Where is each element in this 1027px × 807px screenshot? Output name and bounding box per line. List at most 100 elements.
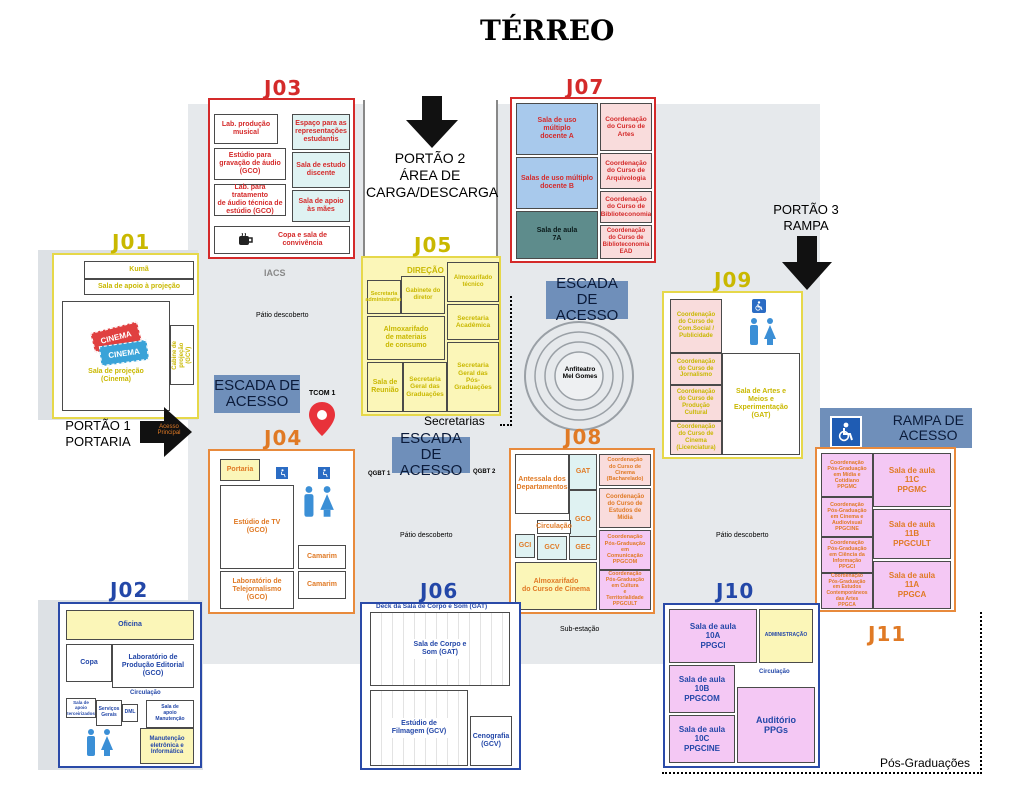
room-gci[interactable]: GCI (515, 534, 535, 558)
room-cabine[interactable]: Cabine de projeção (GCV) (170, 325, 194, 385)
restroom-icon-j09 (746, 317, 778, 347)
arrow-icon-portao1 (140, 407, 192, 457)
room-almox-tecnico[interactable]: Almoxarifado técnico (447, 262, 499, 302)
room-lab-editorial[interactable]: Laboratório de Produção Editorial (GCO) (112, 644, 194, 688)
room-coord-bibliot-ead[interactable]: Coordenação do Curso de Biblioteconomia … (600, 225, 652, 259)
stair-access-3[interactable]: ESCADA DE ACESSO (392, 431, 470, 478)
room-gat[interactable]: GAT (569, 454, 597, 490)
tcom-label: TCOM 1 (309, 390, 336, 397)
room-apoio-projecao[interactable]: Sala de apoio à projeção (84, 279, 194, 295)
room-manutencao[interactable]: Manutenção eletrônica e Informática (140, 728, 194, 764)
room-artes-meios[interactable]: Sala de Artes e Meios e Experimentação (… (722, 353, 800, 455)
room-sec-academica[interactable]: Secretaria Acadêmica (447, 304, 499, 340)
room-copa-convivencia[interactable]: Copa e sala de convivência (214, 226, 350, 254)
room-aula-11b[interactable]: Sala de aula 11B PPGCULT (873, 509, 951, 559)
arrow-icon-portao3 (780, 236, 834, 290)
room-gabinete[interactable]: Gabinete do diretor (401, 276, 445, 314)
room-oficina[interactable]: Oficina (66, 610, 194, 640)
room-corpo-som[interactable]: Sala de Corpo e Som (GAT) (370, 612, 510, 686)
room-kuma[interactable]: Kumã (84, 261, 194, 279)
room-circulacao-j08[interactable]: Circulação (536, 520, 572, 534)
room-coord-ppgmc[interactable]: Coordenação Pós-Graduação em Mídia e Cot… (821, 453, 873, 497)
room-sec-pos[interactable]: Secretaria Geral das Pós- Graduações (447, 342, 499, 412)
coffee-icon (238, 232, 254, 248)
room-antessala[interactable]: Antessala dos Departamentos (515, 454, 569, 514)
room-coord-ppgca[interactable]: Coordenação Pós-Graduação em Estudos Con… (821, 573, 873, 609)
room-coord-arquivologia[interactable]: Coordenação do Curso de Arquivologia (600, 153, 652, 189)
restroom-icon-j02 (82, 728, 116, 758)
room-coord-ppgcult[interactable]: Coordenação Pós-Graduação em Cultura e T… (599, 570, 651, 610)
room-copa-j02[interactable]: Copa (66, 644, 112, 682)
deck-label: Deck da Sala de Corpo e Som (GAT) (376, 603, 488, 610)
room-almox-consumo[interactable]: Almoxarifado de materiais de consumo (367, 316, 445, 360)
room-espaco-estudantis[interactable]: Espaço para as representações estudantis (292, 114, 350, 150)
room-cenografia[interactable]: Cenografia (GCV) (470, 716, 512, 766)
room-estudo-discente[interactable]: Sala de estudo discente (292, 152, 350, 188)
room-apoio-maes[interactable]: Sala de apoio às mães (292, 190, 350, 222)
gate-portao1-label: PORTÃO 1 PORTARIA (65, 418, 131, 449)
room-apoio-manutencao[interactable]: Sala de apoio Manutenção (146, 700, 194, 728)
block-j08[interactable]: Antessala dos Departamentos GAT GCO Circ… (509, 448, 655, 614)
room-coord-artes[interactable]: Coordenação do Curso de Artes (600, 103, 652, 151)
room-servicos-gerais[interactable]: Serviços Gerais (96, 700, 122, 726)
room-administracao[interactable]: ADMINISTRAÇÃO (759, 609, 813, 663)
room-gcv[interactable]: GCV (537, 536, 567, 560)
room-estudio-audio[interactable]: Estúdio para gravação de áudio (GCO) (214, 148, 286, 180)
corpo-som-label: Sala de Corpo e Som (GAT) (411, 638, 469, 660)
room-coord-ppgci[interactable]: Coordenação Pós-Graduação em Ciência da … (821, 537, 873, 573)
label-j06: J06 (420, 579, 459, 603)
anfiteatro-area[interactable] (522, 312, 636, 440)
room-coord-cinema-bach[interactable]: Coordenação do Curso de Cinema (Bacharel… (599, 454, 651, 486)
location-pin-icon[interactable] (309, 402, 335, 436)
room-coord-jornalismo[interactable]: Coordenação do Curso de Jornalismo (670, 353, 722, 385)
room-coord-producao-cultural[interactable]: Coordenação do Curso de Produção Cultura… (670, 385, 722, 421)
label-j01: J01 (112, 230, 151, 254)
block-j05[interactable]: DIREÇÃO Secretaria administrativa Gabine… (361, 256, 501, 416)
room-aula-11a[interactable]: Sala de aula 11A PPGCA (873, 561, 951, 609)
room-coord-estudos-midia[interactable]: Coordenação do Curso de Estudos de Mídia (599, 488, 651, 528)
room-almox-cinema[interactable]: Almoxarifado do Curso de Cinema (515, 562, 597, 610)
room-reuniao[interactable]: Sala de Reunião (367, 362, 403, 412)
room-aula-10b[interactable]: Sala de aula 10B PPGCOM (669, 665, 735, 713)
room-sec-adm[interactable]: Secretaria administrativa (365, 280, 403, 314)
block-j07[interactable]: Sala de uso múltiplo docente A Salas de … (510, 97, 656, 263)
room-gec[interactable]: GEC (569, 536, 597, 560)
block-j06[interactable]: Deck da Sala de Corpo e Som (GAT) Sala d… (360, 602, 521, 770)
room-coord-cinema-lic[interactable]: Coordenação do Curso de Cinema (Licencia… (670, 421, 722, 455)
room-aula-11c[interactable]: Sala de aula 11C PPGMC (873, 453, 951, 507)
room-estudio-tv[interactable]: Estúdio de TV (GCO) (220, 485, 294, 569)
block-j03[interactable]: Lab. produção musical Espaço para as rep… (208, 98, 355, 259)
room-lab-tratamento[interactable]: Lab. para tratamento de áudio técnica de… (214, 184, 286, 216)
room-apoio-terceirizados[interactable]: Sala de apoio terceirizados (66, 698, 96, 718)
room-coord-biblioteconomia[interactable]: Coordenação do Curso de Biblioteconomia (600, 191, 652, 223)
block-j11[interactable]: Coordenação Pós-Graduação em Mídia e Cot… (815, 447, 956, 612)
room-auditorio[interactable]: Auditório PPGs (737, 687, 815, 763)
room-multiuso-b[interactable]: Salas de uso múltiplo docente B (516, 157, 598, 209)
room-camarim-1[interactable]: Camarim (298, 545, 346, 569)
block-j10[interactable]: Sala de aula 10A PPGCI ADMINISTRAÇÃO Cir… (663, 603, 820, 768)
room-dml[interactable]: DML (122, 704, 138, 722)
label-j09: J09 (714, 268, 753, 292)
stair-access-1[interactable]: ESCADA DE ACESSO (214, 375, 300, 413)
gate-portao2-label: PORTÃO 2 ÁREA DE CARGA/DESCARGA (366, 150, 499, 200)
room-camarim-2[interactable]: Camarim (298, 571, 346, 599)
room-lab-musical[interactable]: Lab. produção musical (214, 114, 278, 144)
block-j02[interactable]: Oficina Copa Laboratório de Produção Edi… (58, 602, 202, 768)
room-projecao[interactable]: Sala de projeção (Cinema) (62, 301, 170, 411)
ramp-label: RAMPA DE ACESSO (892, 412, 964, 443)
room-aula-10c[interactable]: Sala de aula 10C PPGCINE (669, 715, 735, 763)
room-sec-grad[interactable]: Secretaria Geral das Graduações (403, 362, 447, 412)
room-portaria[interactable]: Portaria (220, 459, 260, 481)
block-j04[interactable]: Portaria Estúdio de TV (GCO) Camarim Cam… (208, 449, 355, 614)
block-j01[interactable]: Kumã Sala de apoio à projeção Sala de pr… (52, 253, 199, 419)
room-coord-ppgcine[interactable]: Coordenação Pós-Graduação em Cinema e Au… (821, 497, 873, 537)
room-multiuso-a[interactable]: Sala de uso múltiplo docente A (516, 103, 598, 155)
room-telejornalismo[interactable]: Laboratório de Telejornalismo (GCO) (220, 571, 294, 609)
room-aula-7a[interactable]: Sala de aula 7A (516, 211, 598, 259)
block-j09[interactable]: Coordenação do Curso de Com.Social / Pub… (662, 291, 803, 459)
room-coord-com-social[interactable]: Coordenação do Curso de Com.Social / Pub… (670, 299, 722, 353)
room-aula-10a[interactable]: Sala de aula 10A PPGCI (669, 609, 757, 663)
restroom-icon-j04 (298, 485, 338, 519)
room-filmagem[interactable]: Estúdio de Filmagem (GCV) (370, 690, 468, 766)
room-coord-ppgcom[interactable]: Coordenação Pós-Graduação em Comunicação… (599, 530, 651, 570)
